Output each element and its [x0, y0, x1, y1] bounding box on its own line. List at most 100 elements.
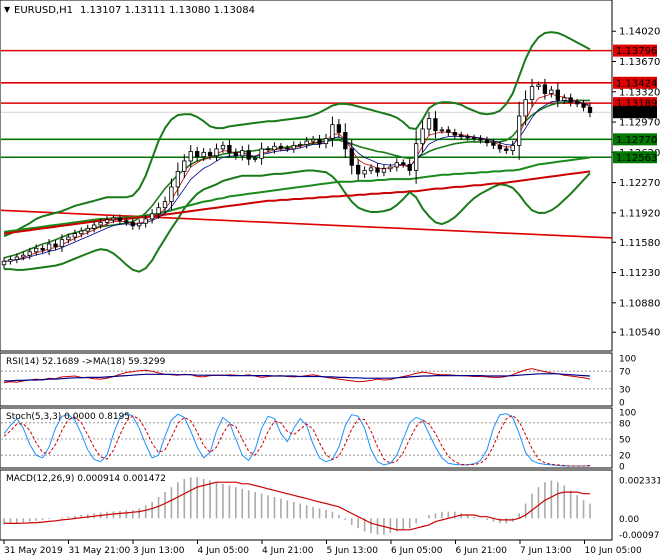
candle-body	[137, 222, 142, 227]
candle-body	[465, 136, 470, 139]
candle-body	[298, 144, 303, 146]
main-indicator-lines	[3, 31, 591, 273]
candle-body	[562, 97, 567, 101]
candle-body	[278, 145, 284, 149]
rsi-tick-label: 0	[619, 399, 625, 409]
candle-body	[433, 118, 438, 132]
rsi-tick-label: 30	[619, 385, 631, 395]
candle-body	[149, 213, 155, 220]
price-tick-label: 1.14020	[619, 27, 660, 38]
candle-body	[446, 129, 451, 133]
candle-body	[272, 145, 277, 151]
price-tick-label: 1.12970	[619, 118, 660, 129]
candle-body	[14, 256, 20, 260]
candle-body	[587, 106, 593, 113]
stoch-title: Stoch(5,3,3) 0.0000 0.8195	[6, 412, 130, 422]
main-candles	[1, 78, 593, 269]
candle-body	[388, 166, 393, 170]
level-label-bg	[613, 97, 657, 110]
candle-body	[265, 148, 271, 151]
rsi-tick-label: 100	[619, 355, 636, 365]
trend-line	[0, 209, 613, 239]
main-panel-frame	[0, 0, 613, 352]
candle-body	[233, 151, 238, 157]
candle-body	[491, 142, 496, 146]
chart-ohlc: 1.13107 1.13111 1.13080 1.13084	[80, 5, 255, 16]
candle-body	[92, 224, 97, 229]
candle-body	[214, 148, 219, 157]
stoch-tick-label: 100	[619, 409, 636, 419]
level-label-bg	[613, 76, 657, 89]
candle-body	[523, 99, 528, 117]
candle-body	[452, 132, 457, 136]
candle-body	[497, 145, 502, 150]
candle-body	[66, 236, 71, 241]
time-axis: 31 May 2019 31 May 21:00 3 Jun 13:00 4 Jun …	[3, 540, 642, 556]
candle-body	[368, 167, 374, 171]
candle-body	[21, 254, 26, 258]
candle-body	[459, 134, 464, 138]
candle-body	[124, 220, 129, 223]
macd-panel-frame	[0, 469, 613, 541]
candle-body	[240, 150, 245, 157]
candle-body	[484, 139, 490, 144]
candle-body	[143, 218, 148, 224]
candle-body	[471, 137, 477, 140]
price-tick-label: 1.13670	[619, 57, 660, 68]
time-tick-label: 4 Jun 05:00	[198, 546, 250, 556]
candle-body	[46, 243, 52, 251]
macd-tick-label: 0.002331	[619, 477, 660, 487]
candle-body	[130, 221, 135, 227]
ma-fast-blue-line	[3, 100, 591, 262]
price-tick-label: 1.11580	[619, 238, 660, 249]
level-label-bg	[613, 44, 657, 57]
time-tick-label: 3 Jun 13:00	[133, 546, 185, 556]
macd-tick-label: -0.000972	[619, 531, 660, 541]
price-tick-label: 1.10540	[619, 328, 660, 339]
stoch-panel-frame	[0, 407, 613, 469]
price-tick-label: 1.11230	[619, 268, 660, 279]
candle-body	[220, 145, 226, 150]
candle-body	[207, 151, 213, 157]
candle-body	[169, 186, 174, 203]
rsi-title: RSI(14) 52.1689 ->MA(18) 59.3299	[6, 357, 166, 367]
candle-body	[478, 138, 483, 141]
candle-body	[555, 89, 560, 101]
candle-body	[381, 168, 387, 173]
candle-body	[330, 124, 335, 139]
candle-body	[517, 115, 522, 146]
candle-body	[156, 207, 161, 215]
level-label-resistance: 1.13424	[616, 78, 657, 89]
level-label-support: 1.12770	[616, 135, 657, 146]
candle-body	[407, 164, 412, 171]
macd-tick-label: 0.00	[619, 515, 639, 525]
candle-body	[504, 148, 509, 151]
candle-body	[252, 157, 258, 160]
rsi-ma-line	[4, 373, 591, 382]
candle-body	[104, 219, 110, 223]
candle-body	[510, 145, 515, 151]
candle-body	[310, 138, 316, 142]
price-tick-label: 1.11920	[619, 208, 660, 219]
candle-body	[79, 230, 84, 235]
candle-body	[568, 97, 573, 103]
candle-body	[259, 148, 264, 159]
price-tick-label: 1.12270	[619, 178, 660, 189]
stoch-main-line	[3, 412, 590, 467]
symbol-dropdown-arrow[interactable]: ▼	[4, 5, 11, 14]
chart-symbol: EURUSD,H1	[14, 5, 73, 16]
time-tick-label: 4 Jun 21:00	[262, 546, 314, 556]
level-label-support: 1.12563	[616, 153, 657, 164]
candle-body	[536, 84, 541, 87]
time-tick-label: 7 Jun 13:00	[520, 546, 572, 556]
candle-body	[85, 228, 90, 232]
candle-body	[413, 143, 419, 171]
rsi-panel: 100 70 30 0	[1, 355, 636, 409]
ma-slow-line	[3, 156, 591, 233]
bollinger-upper-line	[3, 31, 591, 238]
stoch-tick-label: 0	[619, 463, 625, 473]
rsi-panel-frame	[0, 352, 613, 407]
main-price-axis: 1.140201.136701.133201.129701.126201.122…	[612, 27, 660, 339]
candle-body	[317, 138, 322, 145]
candle-body	[34, 247, 39, 253]
